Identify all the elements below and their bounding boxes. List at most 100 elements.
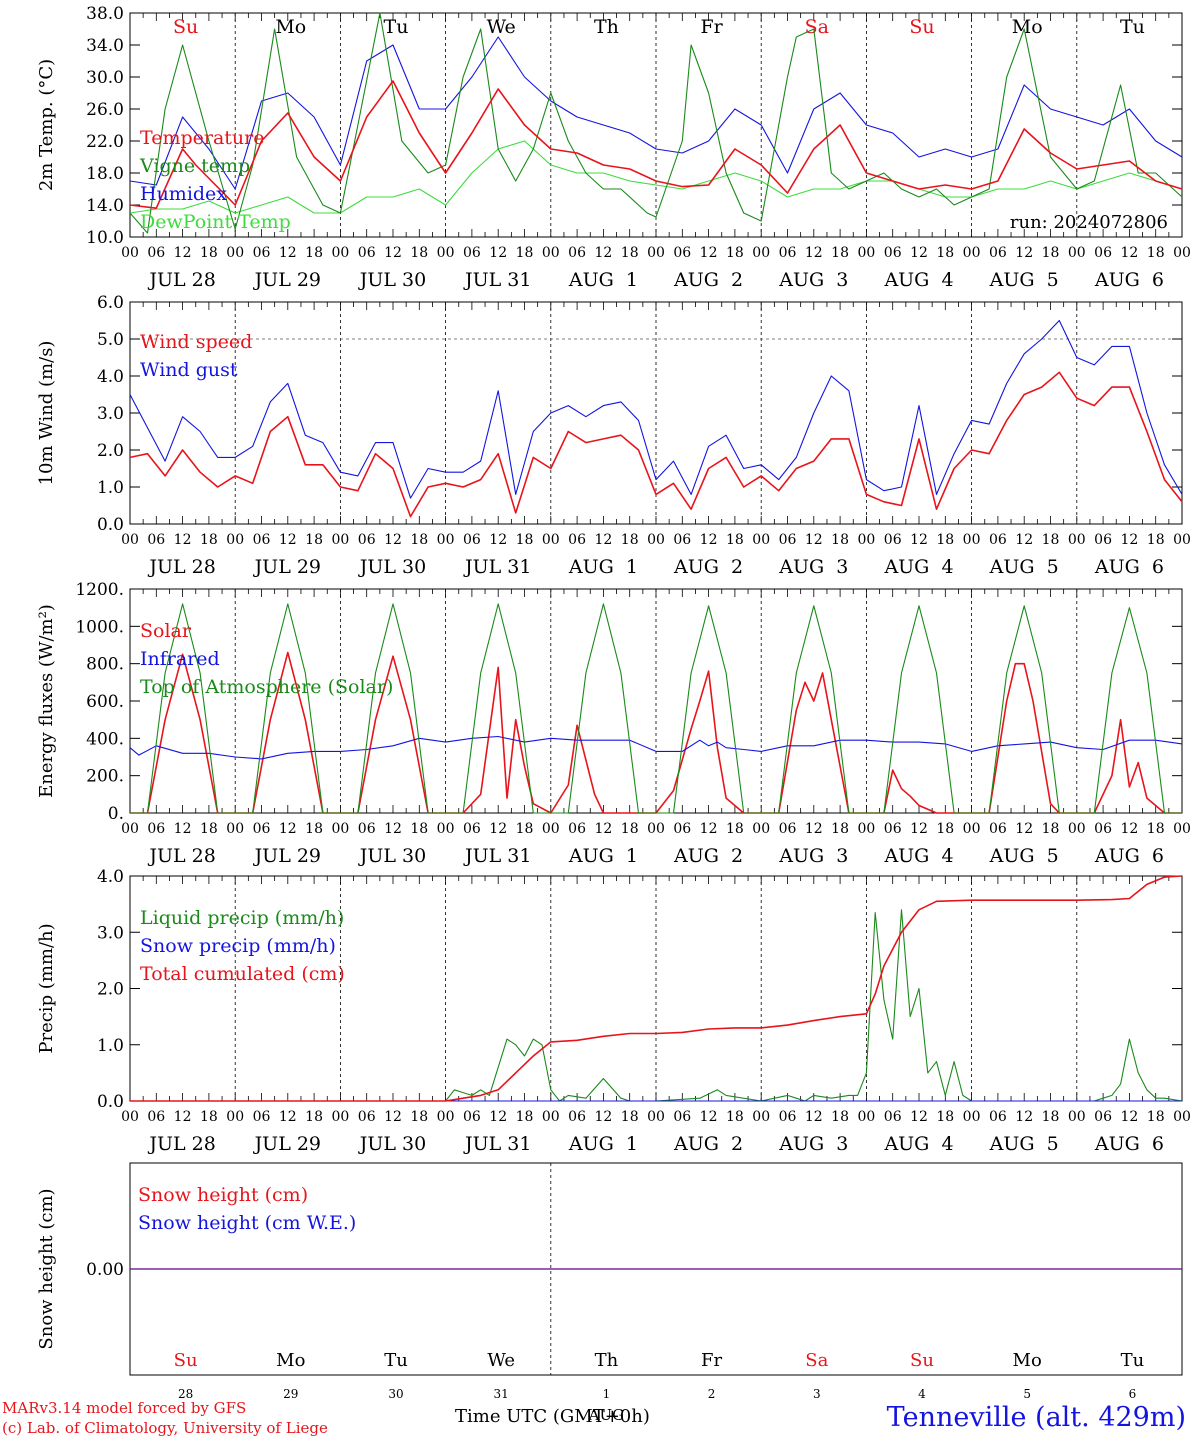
hour-label: 18 xyxy=(305,245,323,261)
hour-label: 00 xyxy=(647,532,665,548)
date-label: JUL 28 xyxy=(147,845,215,867)
hour-label: 12 xyxy=(1120,532,1138,548)
hour-label: 00 xyxy=(963,532,981,548)
y-tick-label: 800. xyxy=(86,655,124,675)
hour-label: 18 xyxy=(1042,245,1060,261)
run-annotation: run: 2024072806 xyxy=(1010,212,1168,233)
series-line-2 xyxy=(129,36,1183,190)
y-tick-label: 600. xyxy=(86,692,124,712)
y-tick-label: 3.0 xyxy=(97,923,124,943)
weekday-label: Tu xyxy=(384,16,409,38)
date-label: JUL 31 xyxy=(463,269,531,291)
hour-label: 18 xyxy=(200,821,218,837)
hour-label: 18 xyxy=(410,821,428,837)
hour-label: 00 xyxy=(752,245,770,261)
hour-label: 12 xyxy=(700,1109,718,1125)
bottom-day-number: 28 xyxy=(178,1387,193,1401)
legend-entry-1: Infrared xyxy=(140,648,220,670)
hour-label: 12 xyxy=(489,1109,507,1125)
hour-label: 00 xyxy=(437,821,455,837)
series-line-2 xyxy=(130,875,1183,1102)
bottom-day-number: 4 xyxy=(918,1387,926,1401)
hour-label: 00 xyxy=(857,821,875,837)
hour-label: 00 xyxy=(542,532,560,548)
date-label: JUL 28 xyxy=(147,1133,215,1155)
hour-label: 00 xyxy=(331,1109,349,1125)
time-axis-title: Time UTC (GMT+0h) xyxy=(455,1406,650,1427)
hour-label: 06 xyxy=(463,245,481,261)
y-axis-label: Precip (mm/h) xyxy=(36,923,57,1053)
hour-label: 00 xyxy=(752,532,770,548)
y-tick-label: 3.0 xyxy=(97,404,124,424)
date-label: JUL 28 xyxy=(147,556,215,578)
hour-label: 06 xyxy=(1094,1109,1112,1125)
date-label: AUG 5 xyxy=(989,845,1059,867)
hour-label: 00 xyxy=(1068,1109,1086,1125)
hour-label: 12 xyxy=(384,821,402,837)
weekday-label: Su xyxy=(909,16,934,38)
date-label: AUG 4 xyxy=(883,1133,953,1155)
hour-label: 18 xyxy=(305,821,323,837)
plot-frame xyxy=(129,12,1183,238)
y-tick-label: 400. xyxy=(86,729,124,749)
legend-entry-1: Wind gust xyxy=(140,359,238,381)
date-label: AUG 4 xyxy=(883,556,953,578)
date-label: AUG 2 xyxy=(673,1133,743,1155)
date-label: AUG 6 xyxy=(1094,845,1164,867)
date-label: JUL 29 xyxy=(253,1133,321,1155)
hour-label: 06 xyxy=(463,1109,481,1125)
hour-label: 06 xyxy=(779,821,797,837)
y-axis-label: 10m Wind (m/s) xyxy=(36,341,57,486)
hour-label: 18 xyxy=(1147,245,1165,261)
hour-label: 06 xyxy=(253,821,271,837)
panel-1: 0.0 1.0 2.0 3.0 4.0 5.0 6.0 00 06 12 18 00 06 12 18 00 0… xyxy=(36,293,1191,578)
hour-label: 18 xyxy=(936,1109,954,1125)
weekday-label: Su xyxy=(173,16,198,38)
series-line-1 xyxy=(129,12,1183,234)
hour-label: 00 xyxy=(857,245,875,261)
hour-label: 12 xyxy=(279,821,297,837)
legend-entry-1: Vigne temp xyxy=(139,155,250,177)
hour-label: 18 xyxy=(726,532,744,548)
y-axis-label: Energy fluxes (W/m²) xyxy=(36,604,57,798)
y-tick-label: 10.0 xyxy=(86,228,124,248)
hour-label: 18 xyxy=(936,532,954,548)
hour-label: 06 xyxy=(884,821,902,837)
hour-label: 00 xyxy=(1068,821,1086,837)
hour-label: 18 xyxy=(516,821,534,837)
hour-label: 18 xyxy=(936,245,954,261)
y-tick-label: 0.0 xyxy=(97,515,124,535)
date-label: AUG 3 xyxy=(778,556,848,578)
hour-label: 00 xyxy=(542,245,560,261)
y-tick-label: 0.0 xyxy=(97,1092,124,1112)
hour-label: 12 xyxy=(384,532,402,548)
hour-label: 12 xyxy=(1015,245,1033,261)
hour-label: 06 xyxy=(1094,245,1112,261)
hour-label: 18 xyxy=(621,1109,639,1125)
hour-label: 12 xyxy=(279,532,297,548)
y-tick-label: 5.0 xyxy=(97,330,124,350)
hour-label: 00 xyxy=(647,1109,665,1125)
hour-label: 00 xyxy=(437,1109,455,1125)
date-label: JUL 31 xyxy=(463,1133,531,1155)
legend-entry-0: Solar xyxy=(140,620,192,642)
hour-label: 18 xyxy=(410,245,428,261)
hour-label: 12 xyxy=(174,532,192,548)
panel-0: 10.0 14.0 18.0 22.0 26.0 30.0 34.0 38.0 00 06 12 18… xyxy=(36,4,1191,291)
date-label: AUG 5 xyxy=(989,1133,1059,1155)
hour-label: 00 xyxy=(121,245,139,261)
hour-label: 12 xyxy=(1120,821,1138,837)
hour-label: 12 xyxy=(1015,1109,1033,1125)
y-tick-label: 1.0 xyxy=(97,478,124,498)
hour-label: 06 xyxy=(884,532,902,548)
date-label: AUG 3 xyxy=(778,845,848,867)
hour-label: 12 xyxy=(384,1109,402,1125)
hour-label: 12 xyxy=(594,821,612,837)
date-label: AUG 6 xyxy=(1094,556,1164,578)
hour-label: 00 xyxy=(331,821,349,837)
hour-label: 18 xyxy=(1147,821,1165,837)
hour-label: 06 xyxy=(673,532,691,548)
weekday-label: Th xyxy=(594,16,619,38)
hour-label: 12 xyxy=(489,532,507,548)
